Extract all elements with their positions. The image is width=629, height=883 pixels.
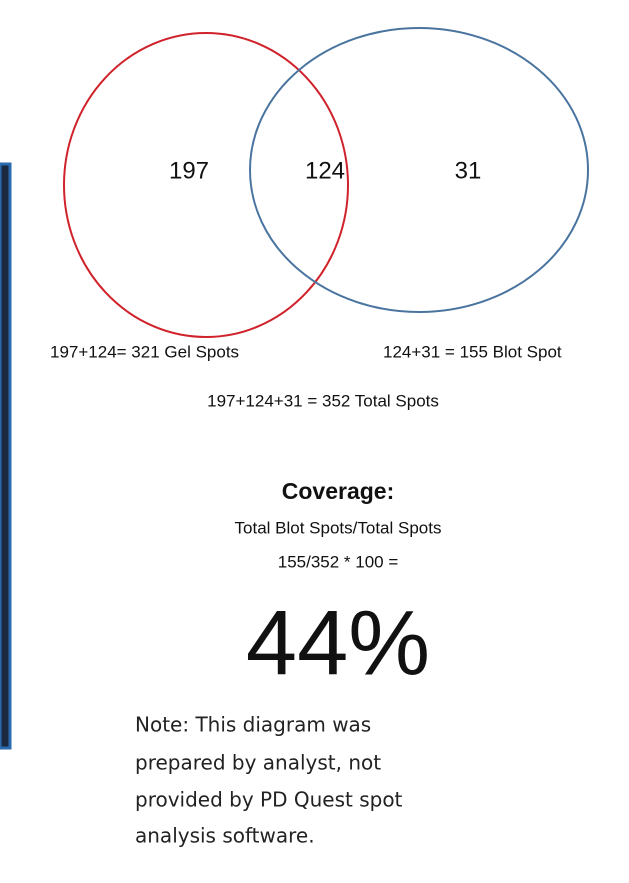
total-equation: 197+124+31 = 352 Total Spots xyxy=(207,391,439,410)
blot-equation: 124+31 = 155 Blot Spot xyxy=(383,342,562,361)
note-line: prepared by analyst, not xyxy=(135,751,381,775)
note-line: Note: This diagram was xyxy=(135,713,371,737)
gel-equation: 197+124= 321 Gel Spots xyxy=(50,342,239,361)
right-only-count: 31 xyxy=(455,157,482,184)
left-only-count: 197 xyxy=(169,157,209,184)
coverage-formula: Total Blot Spots/Total Spots xyxy=(235,518,442,537)
overlap-count: 124 xyxy=(305,157,345,184)
coverage-result: 44% xyxy=(246,592,430,694)
gel-circle xyxy=(63,32,349,338)
side-panel xyxy=(0,162,12,750)
blot-circle xyxy=(249,27,589,313)
coverage-heading: Coverage: xyxy=(282,478,394,504)
note-line: analysis software. xyxy=(135,824,315,848)
note-line: provided by PD Quest spot xyxy=(135,788,403,812)
coverage-calc: 155/352 * 100 = xyxy=(278,552,399,571)
